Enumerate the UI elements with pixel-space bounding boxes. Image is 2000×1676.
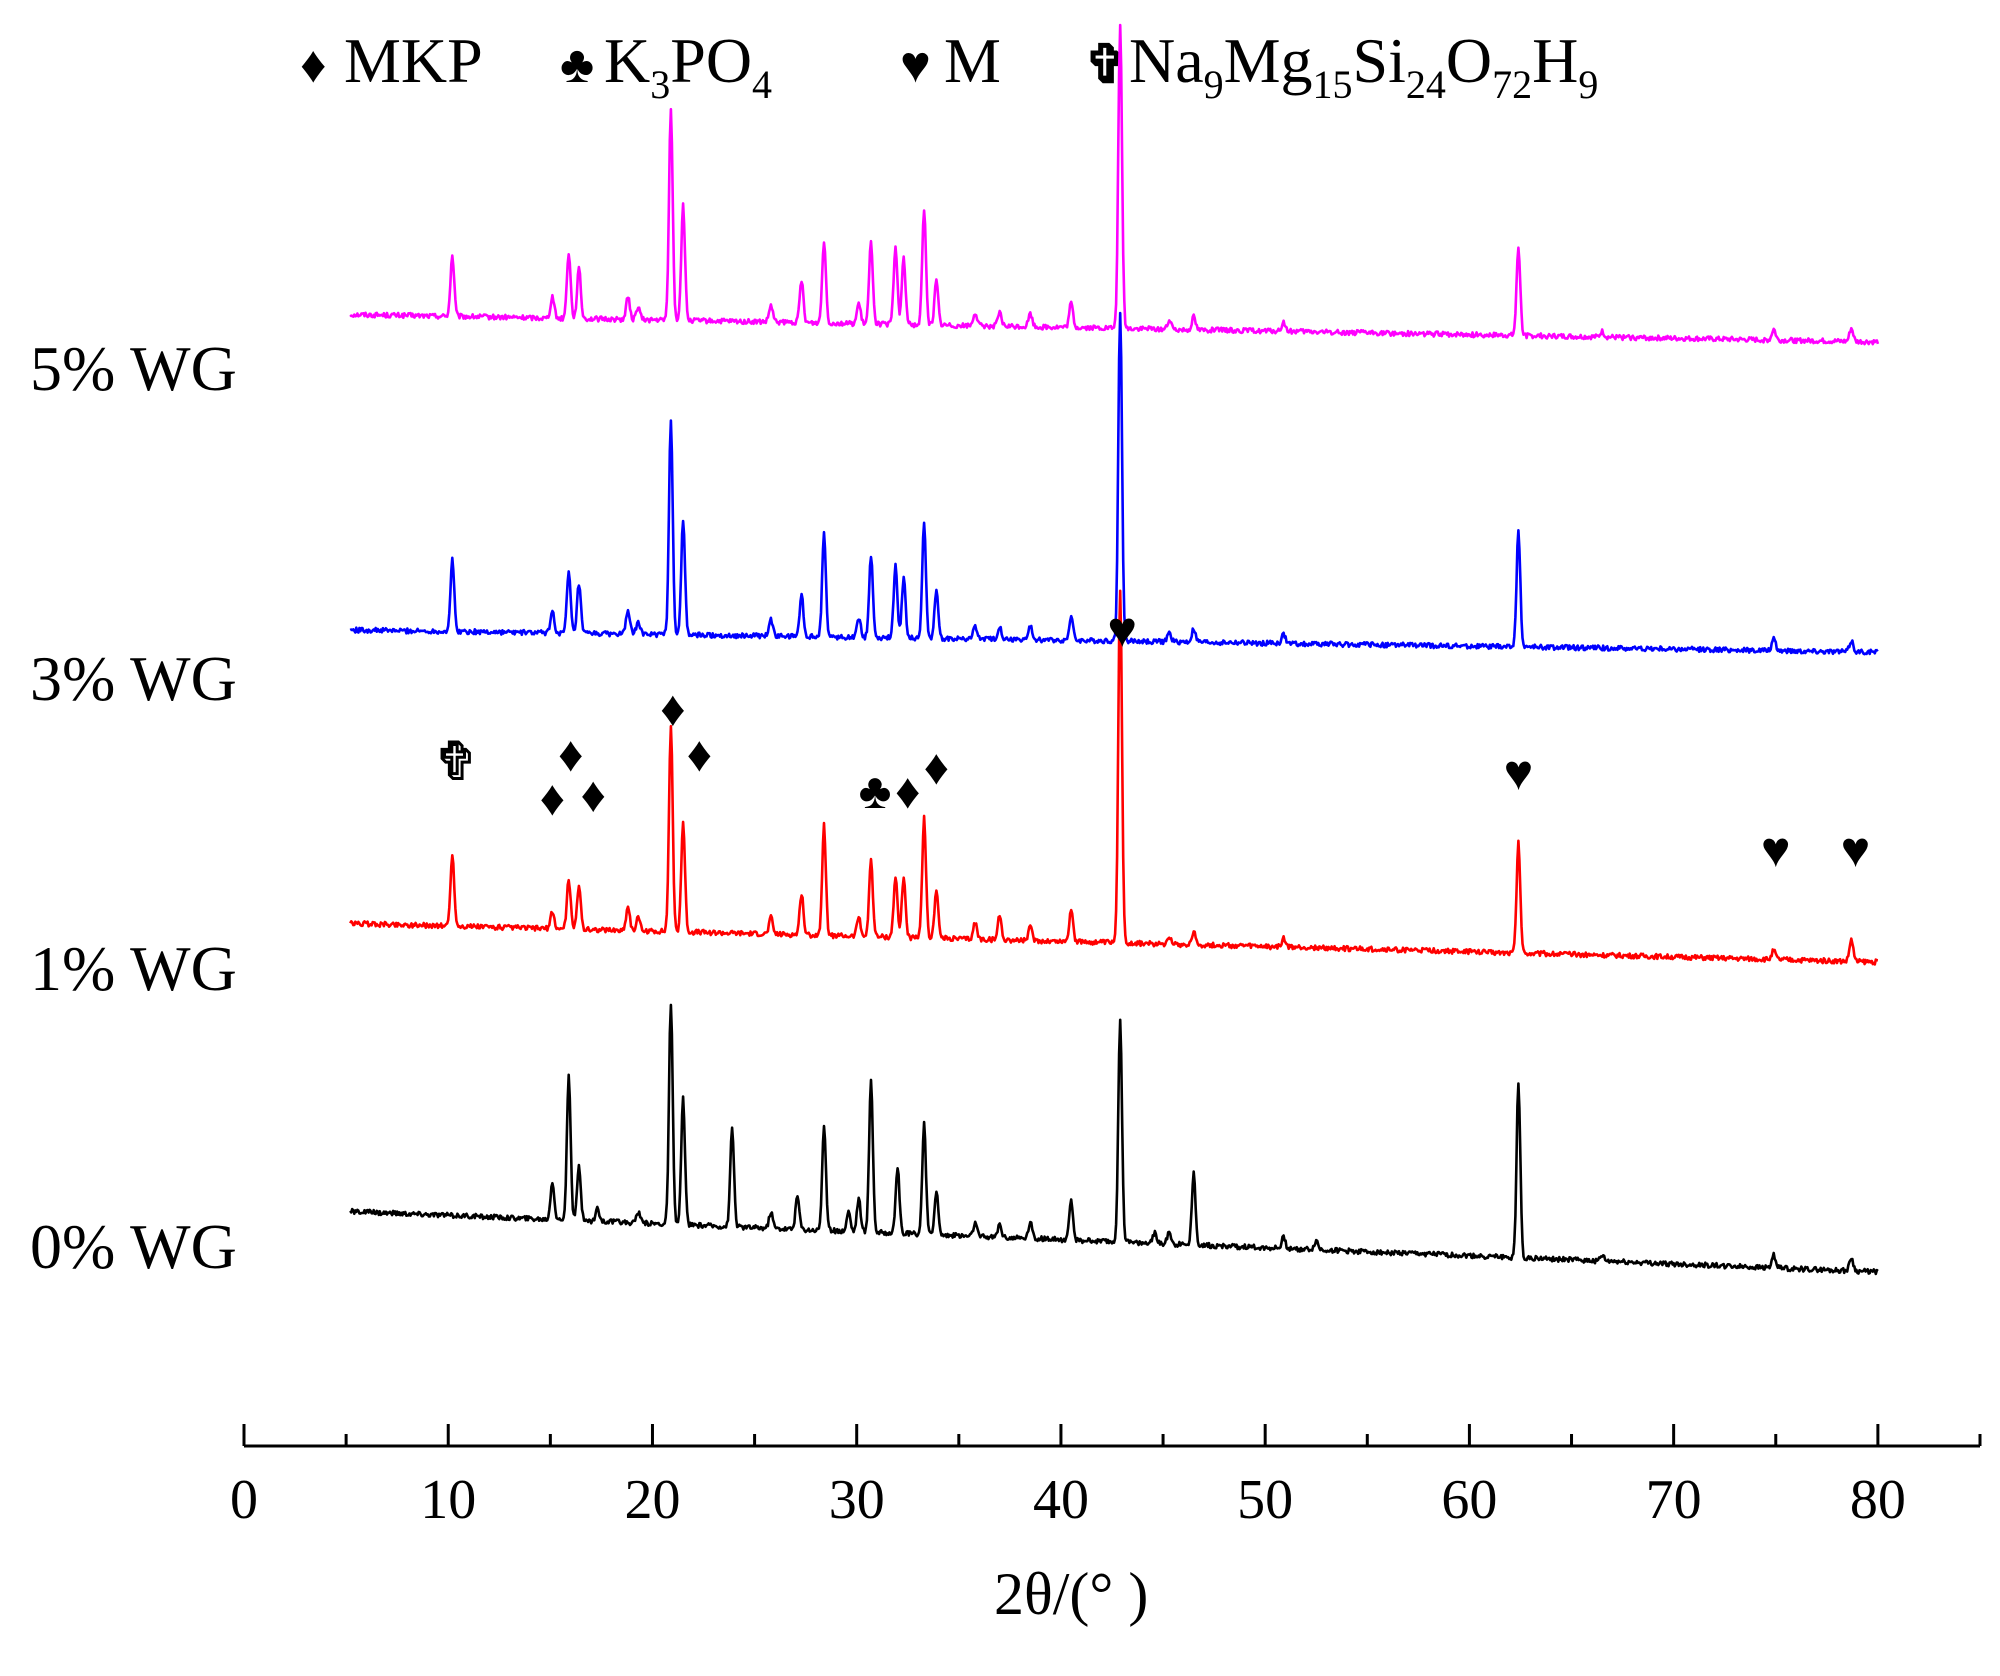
x-tick-label: 10 [420,1469,476,1531]
x-tick-label: 0 [230,1469,258,1531]
trace-5-wg [349,23,1880,346]
sample-label: 3% WG [30,643,237,714]
legend-label-nams: Na9Mg15Si24O72H9 [1129,25,1598,107]
diamond-marker: ♦ [540,770,566,826]
peak-markers: ♥♦♦♦♦ ♦✞♣ ♦ ♦ ♥♥ ♥ [434,602,1871,878]
legend: ♦ MKP ♣ K3PO4 ♥ M ✞ Na9Mg15Si24O72H9 [300,25,1598,107]
diamond-marker: ♦ [558,726,584,782]
heart-icon: ♥ [900,37,931,94]
diamond-marker: ♦ [687,726,713,782]
diamond-marker: ♦ [895,763,921,819]
club-icon: ♣ [560,37,594,94]
diamond-icon: ♦ [300,37,327,94]
legend-entry-mkp: ♦ MKP [300,25,483,96]
x-tick-label: 70 [1646,1469,1702,1531]
legend-label-m: M [944,25,1001,96]
x-tick-label: 60 [1441,1469,1497,1531]
legend-label-k3po4: K3PO4 [604,25,772,107]
heart-marker: ♥ [1107,602,1137,658]
x-tick-label: 40 [1033,1469,1089,1531]
legend-label-mkp: MKP [344,25,483,96]
xrd-traces [349,23,1880,1276]
legend-entry-m: ♥ M [900,25,1001,96]
diamond-marker: ♦ [580,767,606,823]
diamond-marker: ♦ [924,739,950,795]
x-tick-label: 80 [1850,1469,1906,1531]
sample-labels: 5% WG 3% WG 1% WG 0% WG [30,333,237,1282]
trace-1-wg [349,589,1879,966]
sample-label: 5% WG [30,333,237,404]
trace-0-wg [349,1003,1879,1276]
x-axis-title: 2θ/(° ) [994,1561,1148,1627]
heart-marker: ♥ [1841,822,1871,878]
cross-marker: ✞ [435,734,477,790]
diamond-marker: ♦ [660,681,686,737]
x-tick-label: 30 [829,1469,885,1531]
legend-entry-k3po4: ♣ K3PO4 [560,25,772,107]
x-axis: 0 10 20 30 40 50 60 70 80 2θ/(° ) [230,1424,1982,1627]
sample-label: 0% WG [30,1211,237,1282]
club-marker: ♣ [859,763,892,819]
heart-marker: ♥ [1761,822,1791,878]
x-tick-label: 20 [624,1469,680,1531]
x-tick-label: 50 [1237,1469,1293,1531]
sample-label: 1% WG [30,933,237,1004]
heart-marker: ♥ [1504,745,1534,801]
legend-entry-nams: ✞ Na9Mg15Si24O72H9 [1084,25,1599,107]
trace-3-wg [349,311,1879,656]
